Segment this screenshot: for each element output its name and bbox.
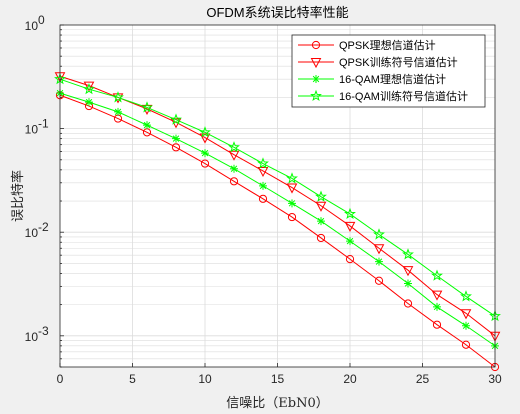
data-point-circle — [171, 143, 181, 152]
series-line — [59, 75, 496, 337]
x-tick-label: 20 — [343, 372, 357, 386]
y-tick-label-exponent: 0 — [38, 13, 45, 27]
x-tick-label: 0 — [57, 372, 64, 386]
data-point-triangle — [228, 150, 240, 161]
y-tick-label-base: 10 — [25, 330, 39, 344]
data-point-star — [373, 228, 385, 240]
data-point-star — [431, 269, 443, 281]
data-point-circle — [258, 194, 268, 203]
data-point-asterisk — [346, 237, 354, 246]
series-line — [59, 78, 496, 317]
data-point-asterisk — [317, 217, 325, 226]
series-layer — [54, 72, 501, 372]
data-point-circle — [345, 255, 355, 264]
series-line — [59, 94, 496, 368]
data-point-asterisk — [201, 149, 209, 158]
data-point-circle — [461, 340, 471, 349]
data-point-circle — [311, 40, 321, 50]
data-point-circle — [316, 233, 326, 243]
data-point-triangle — [257, 166, 269, 178]
legend-box — [291, 34, 486, 108]
data-point-triangle — [344, 221, 356, 232]
data-point-triangle — [402, 266, 414, 277]
data-point-star — [344, 207, 356, 220]
data-point-star — [310, 89, 322, 102]
y-tick-label: 10 -3 — [25, 324, 49, 344]
y-axis-label: 误比特率 — [10, 170, 26, 222]
data-point-asterisk — [312, 75, 320, 83]
legend-label: 16-QAM理想信道估计 — [339, 72, 446, 86]
data-point-asterisk — [288, 199, 296, 208]
data-point-star — [460, 290, 472, 302]
data-point-star — [112, 91, 124, 103]
data-point-triangle — [460, 309, 472, 320]
chart-title: OFDM系统误比特率性能 — [206, 5, 348, 20]
data-point-asterisk — [462, 321, 470, 330]
y-tick-label-base: 10 — [25, 123, 39, 137]
data-point-circle — [229, 177, 239, 186]
data-point-star — [402, 248, 414, 260]
data-point-circle — [432, 320, 442, 329]
legend-label: QPSK训练符号信道估计 — [339, 55, 458, 69]
data-point-asterisk — [404, 279, 412, 288]
data-point-triangle — [286, 183, 298, 194]
legend-entry-4: 16-QAM训练符号信道估计 — [298, 89, 468, 103]
data-point-asterisk — [114, 107, 122, 116]
x-tick-label: 25 — [416, 372, 430, 386]
y-tick-label: 10 0 — [25, 13, 45, 33]
data-point-star — [83, 82, 95, 95]
x-tick-label: 5 — [129, 372, 136, 386]
data-point-asterisk — [375, 257, 383, 266]
data-point-asterisk — [259, 181, 267, 190]
legend-entry-2: QPSK训练符号信道估计 — [298, 55, 458, 69]
y-tick-label-exponent: -1 — [38, 117, 49, 131]
series-4 — [54, 72, 501, 322]
legend: QPSK理想信道估计 QPSK训练符号信道估计 16-QAM理想信道估计 16-QAM… — [291, 34, 486, 108]
x-tick-label: 15 — [271, 372, 285, 386]
data-point-asterisk — [143, 121, 151, 130]
data-point-star — [257, 157, 269, 169]
data-point-triangle — [83, 81, 95, 92]
data-point-triangle — [431, 290, 443, 301]
data-point-asterisk — [85, 98, 93, 107]
legend-label: 16-QAM训练符号信道估计 — [339, 89, 468, 103]
x-tick-label: 30 — [488, 372, 502, 386]
legend-entry-3: 16-QAM理想信道估计 — [298, 72, 446, 86]
data-point-star — [199, 126, 211, 138]
data-point-star — [141, 101, 153, 113]
data-point-asterisk — [172, 134, 180, 143]
data-point-circle — [200, 159, 210, 168]
series-2 — [54, 72, 501, 342]
y-tick-label-base: 10 — [25, 226, 39, 240]
data-point-star — [286, 172, 298, 184]
y-tick-label: 10 -2 — [25, 220, 49, 240]
series-line — [59, 92, 496, 347]
data-point-asterisk — [230, 164, 238, 173]
y-tick-label-base: 10 — [25, 19, 39, 33]
x-axis-label: 信噪比（EbN0） — [226, 396, 328, 411]
legend-label: QPSK理想信道估计 — [339, 38, 436, 52]
y-tick-label-exponent: -3 — [38, 324, 49, 338]
data-point-star — [228, 141, 240, 153]
data-point-triangle — [315, 201, 327, 212]
data-point-circle — [403, 299, 413, 308]
data-point-circle — [287, 212, 297, 222]
y-tick-label-exponent: -2 — [38, 220, 49, 234]
x-tick-label: 10 — [198, 372, 212, 386]
data-point-asterisk — [433, 302, 441, 311]
y-tick-label: 10 -1 — [25, 117, 49, 137]
data-point-circle — [374, 276, 384, 285]
data-point-triangle — [310, 58, 322, 69]
data-point-star — [315, 190, 327, 202]
data-point-triangle — [373, 244, 385, 255]
legend-entry-1: QPSK理想信道估计 — [298, 38, 436, 52]
data-point-star — [170, 113, 182, 125]
